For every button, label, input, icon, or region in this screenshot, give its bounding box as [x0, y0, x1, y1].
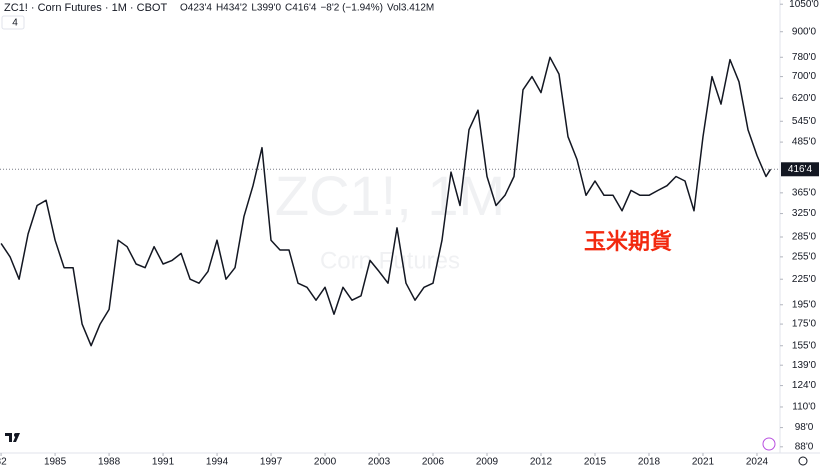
y-tick-label: 325'0	[792, 208, 817, 219]
ohlc-value: L399'0	[251, 3, 281, 14]
x-tick-label: 2018	[638, 457, 661, 468]
ohlc-value: −8'2 (−1.94%)	[320, 3, 383, 14]
chart-title: ZC1! · Corn Futures · 1M · CBOT	[4, 2, 167, 14]
y-tick-label: 780'0	[792, 52, 817, 63]
ohlc-readout: O423'4 H434'2 L399'0 C416'4 −8'2 (−1.94%) Vol…	[180, 3, 434, 14]
watermark-symbol: ZC1!, 1M	[275, 164, 505, 227]
indicator-count: 4	[12, 18, 18, 29]
x-tick-label: 1988	[98, 457, 121, 468]
tradingview-logo[interactable]	[5, 433, 20, 442]
ohlc-value: H434'2	[216, 3, 248, 14]
indicator-toggle[interactable]	[1, 15, 25, 30]
y-tick-label: 175'0	[792, 319, 817, 330]
y-tick-label: 365'0	[792, 187, 817, 198]
last-price-label: 416'4	[788, 164, 813, 175]
ohlc-value: Vol3.412M	[387, 3, 434, 14]
last-price-badge	[781, 162, 819, 177]
x-tick-label: 2000	[314, 457, 337, 468]
y-tick-label: 88'0	[795, 441, 814, 452]
y-tick-label: 195'0	[792, 299, 817, 310]
y-tick-label: 225'0	[792, 274, 817, 285]
y-tick-label: 139'0	[792, 360, 817, 371]
y-tick-label: 620'0	[792, 93, 817, 104]
x-tick-label: 1994	[206, 457, 229, 468]
x-tick-label: 1997	[260, 457, 283, 468]
x-tick-label: 2009	[476, 457, 499, 468]
y-tick-label: 1050'0	[789, 0, 819, 10]
y-tick-label: 155'0	[792, 340, 817, 351]
y-tick-label: 110'0	[792, 402, 816, 413]
x-tick-label: 1991	[152, 457, 175, 468]
ohlc-value: O423'4	[180, 3, 212, 14]
y-tick-label: 545'0	[792, 116, 817, 127]
y-tick-label: 485'0	[792, 137, 817, 148]
y-tick-label: 124'0	[792, 380, 817, 391]
ohlc-value: C416'4	[285, 3, 317, 14]
annotation: 玉米期貨	[584, 229, 672, 254]
y-tick-label: 285'0	[792, 232, 817, 243]
x-tick-label: 2015	[584, 457, 607, 468]
settings-icon[interactable]	[798, 456, 808, 466]
y-tick-label: 700'0	[792, 71, 817, 82]
x-tick-label: 2024	[746, 457, 769, 468]
y-tick-label: 98'0	[795, 422, 814, 433]
x-tick-label: 2006	[422, 457, 445, 468]
x-tick-label: 1985	[44, 457, 67, 468]
y-tick-label: 900'0	[792, 26, 817, 37]
x-tick-label: 82	[0, 457, 7, 468]
x-tick-label: 2003	[368, 457, 391, 468]
y-tick-label: 255'0	[792, 252, 817, 263]
price-line	[0, 56, 772, 347]
x-tick-label: 2012	[530, 457, 553, 468]
x-tick-label: 2021	[692, 457, 715, 468]
feature-icon[interactable]	[762, 437, 776, 451]
